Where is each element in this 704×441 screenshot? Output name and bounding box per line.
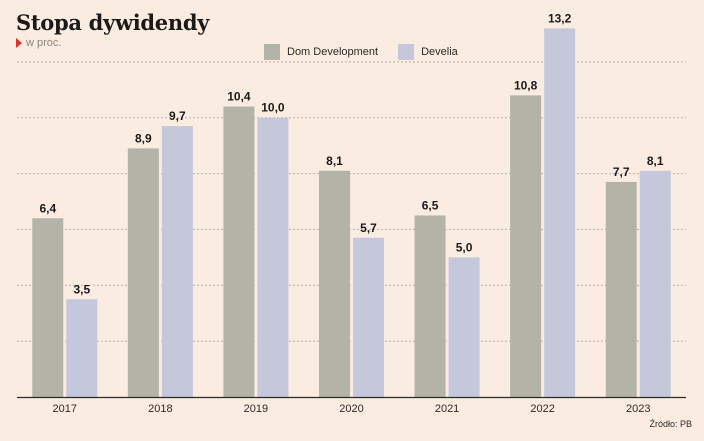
bar-develia [639, 170, 671, 397]
data-label: 13,2 [548, 11, 572, 25]
legend-label-develia: Develia [421, 46, 458, 58]
subtitle-text: w proc. [26, 37, 62, 49]
red-triangle-icon [16, 38, 22, 48]
bar-develia [448, 257, 480, 397]
x-tick-label: 2017 [53, 403, 77, 415]
data-label: 8,9 [135, 131, 152, 145]
data-label: 10,4 [227, 90, 251, 104]
bar-dom-development [127, 148, 159, 397]
data-label: 6,5 [422, 198, 439, 212]
bar-develia [544, 28, 576, 397]
data-label: 10,8 [514, 78, 538, 92]
data-label: 8,1 [326, 154, 343, 168]
bar-dom-development [32, 218, 64, 397]
bar-develia [353, 237, 384, 397]
x-tick-label: 2023 [626, 403, 650, 415]
bar-develia [161, 126, 193, 397]
data-label: 8,1 [647, 154, 664, 168]
x-tick-label: 2018 [148, 403, 172, 415]
chart-legend: Dom Development Develia [264, 44, 478, 60]
bar-dom-development [223, 106, 255, 398]
legend-swatch-develia [398, 44, 415, 60]
bar-dom-development [510, 95, 542, 397]
legend-label-dom-development: Dom Development [287, 46, 379, 58]
x-tick-label: 2020 [339, 403, 363, 415]
chart-title: Stopa dywidendy [16, 10, 210, 35]
chart-subtitle: w proc. [16, 37, 61, 49]
x-tick-label: 2019 [244, 403, 268, 415]
legend-swatch-dom-development [264, 44, 280, 60]
bar-develia [66, 299, 98, 397]
data-label: 7,7 [613, 165, 630, 179]
data-label: 9,7 [169, 109, 186, 123]
data-label: 3,5 [73, 282, 90, 296]
legend-item-develia: Develia [398, 44, 458, 60]
data-label: 5,0 [456, 240, 473, 254]
data-label: 5,7 [360, 221, 377, 235]
bar-dom-development [605, 181, 637, 397]
bar-dom-development [414, 215, 446, 397]
data-label: 10,0 [261, 101, 285, 115]
bar-develia [257, 117, 289, 397]
bar-dom-development [319, 170, 350, 397]
source-note: Źródło: PB [649, 419, 692, 429]
data-label: 6,4 [39, 201, 56, 215]
x-tick-label: 2021 [435, 403, 459, 415]
x-tick-label: 2022 [530, 403, 554, 415]
legend-item-dom-development: Dom Development [264, 44, 378, 60]
